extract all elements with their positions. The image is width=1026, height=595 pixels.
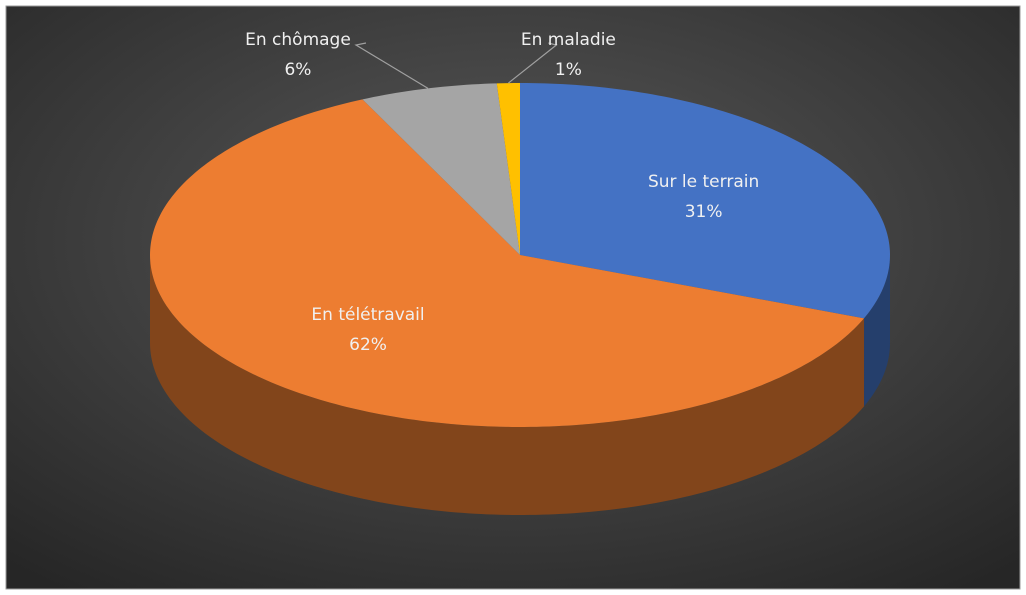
pie-slice	[496, 83, 520, 255]
leader-line	[354, 42, 429, 89]
pie-slice	[150, 99, 865, 427]
category-label: Sur le terrain	[648, 172, 759, 192]
pie-slice	[520, 83, 890, 319]
pie-side	[150, 255, 865, 515]
value-label: 62%	[349, 335, 387, 355]
pie-slice	[362, 83, 520, 255]
leader-line	[508, 42, 558, 84]
category-label: En maladie	[521, 30, 616, 50]
value-label: 6%	[284, 60, 311, 80]
category-label: En chômage	[245, 30, 351, 50]
pie-side	[864, 255, 890, 407]
value-label: 31%	[685, 202, 723, 222]
value-label: 1%	[555, 60, 582, 80]
category-label: En télétravail	[311, 305, 424, 325]
